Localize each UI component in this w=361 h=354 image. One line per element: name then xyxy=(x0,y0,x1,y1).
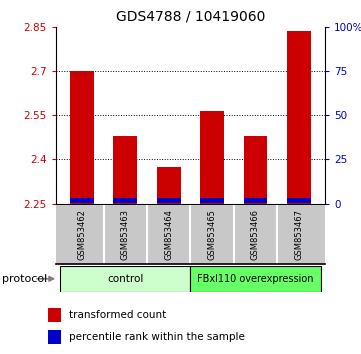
Bar xyxy=(244,136,268,204)
Bar xyxy=(70,71,94,204)
Bar xyxy=(157,167,180,204)
Bar xyxy=(48,330,61,343)
Bar xyxy=(70,198,94,203)
Bar xyxy=(200,198,224,203)
Bar xyxy=(60,266,191,292)
Bar xyxy=(48,308,61,322)
Title: GDS4788 / 10419060: GDS4788 / 10419060 xyxy=(116,10,265,24)
Text: FBxl110 overexpression: FBxl110 overexpression xyxy=(197,274,314,284)
Text: protocol: protocol xyxy=(2,274,47,284)
Text: GSM853467: GSM853467 xyxy=(294,209,303,260)
Bar xyxy=(157,198,180,203)
Text: GSM853465: GSM853465 xyxy=(208,209,217,260)
Bar xyxy=(244,198,268,203)
Bar xyxy=(200,110,224,204)
Text: GSM853463: GSM853463 xyxy=(121,209,130,260)
Bar xyxy=(287,31,311,204)
Bar xyxy=(113,198,137,203)
Bar xyxy=(287,198,311,203)
Text: GSM853466: GSM853466 xyxy=(251,209,260,260)
Text: transformed count: transformed count xyxy=(69,310,166,320)
Text: control: control xyxy=(107,274,144,284)
Text: percentile rank within the sample: percentile rank within the sample xyxy=(69,332,245,342)
Text: GSM853462: GSM853462 xyxy=(78,209,87,260)
Bar xyxy=(191,266,321,292)
Text: GSM853464: GSM853464 xyxy=(164,209,173,260)
Bar xyxy=(113,136,137,204)
